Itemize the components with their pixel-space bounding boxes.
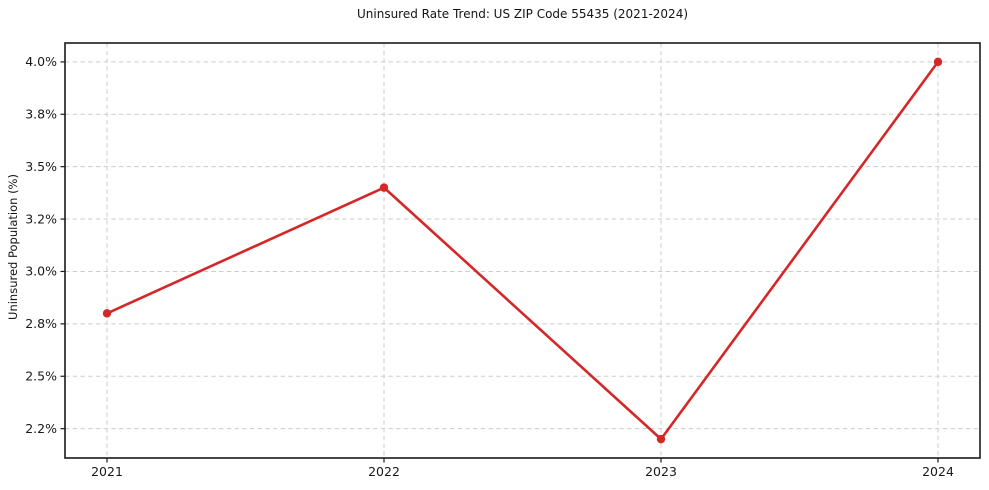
data-point-marker [656,434,666,444]
plot-border [64,42,981,459]
y-tick-label: 3.8% [25,106,57,121]
y-tick-label: 3.2% [25,211,57,226]
chart-title: Uninsured Rate Trend: US ZIP Code 55435 … [356,7,689,21]
x-tick-label: 2021 [91,464,123,479]
x-tick-label: 2024 [922,464,954,479]
x-tick-label: 2022 [368,464,400,479]
data-point-marker [102,309,112,318]
x-tick-label: 2023 [645,464,677,479]
y-tick-label: 3.0% [25,264,57,279]
y-tick-label: 3.5% [25,159,57,174]
data-point-marker [933,57,943,67]
y-tick-label: 2.5% [25,368,57,383]
y-tick-label: 2.2% [25,421,57,436]
y-tick-label: 4.0% [25,54,57,69]
y-tick-label: 2.8% [25,316,57,331]
data-point-marker [379,183,389,192]
trend-line [105,60,940,441]
